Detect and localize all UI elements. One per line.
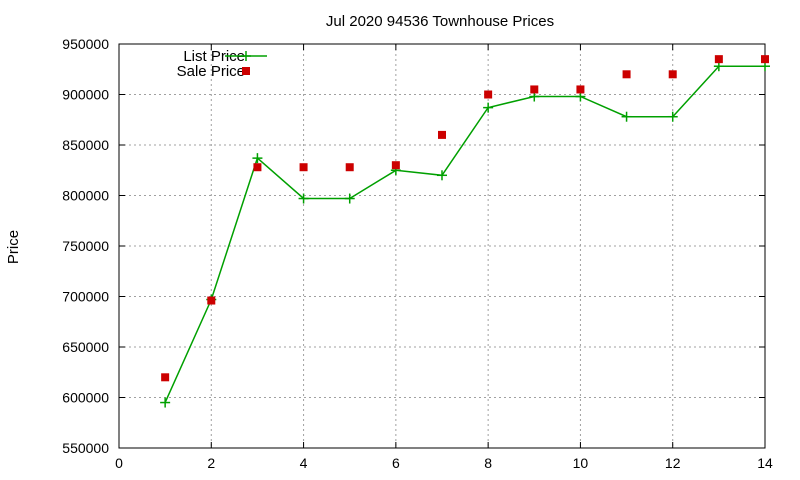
legend-label: Sale Price [177, 63, 245, 80]
legend-label: List Price [183, 48, 245, 65]
data-point [298, 193, 309, 204]
x-tick-label: 8 [484, 455, 492, 471]
data-point [668, 70, 677, 79]
y-tick-label: 650000 [62, 339, 109, 355]
y-tick-label: 850000 [62, 137, 109, 153]
data-point [530, 85, 539, 94]
data-point [667, 111, 678, 122]
series-1 [161, 55, 769, 382]
series-line [164, 65, 765, 403]
data-point [714, 55, 723, 64]
x-tick-label: 4 [300, 455, 308, 471]
axes: 0 2 4 6 8 10 12 14 550000 600000 650000 700000 75000… [62, 36, 773, 471]
y-tick-label: 800000 [62, 188, 109, 204]
legend-item: List Price [183, 48, 267, 65]
grid [119, 44, 765, 448]
x-tick-label: 14 [757, 455, 773, 471]
data-point [484, 90, 493, 99]
legend-swatch-marker [242, 67, 250, 75]
data-point [483, 102, 494, 113]
y-tick-label: 750000 [62, 238, 109, 254]
legend-item: Sale Price [177, 63, 250, 80]
data-point [438, 130, 446, 139]
data-point [621, 111, 632, 122]
data-point [207, 296, 216, 305]
data-point [622, 70, 631, 79]
y-tick-label: 900000 [62, 87, 109, 103]
x-tick-label: 10 [573, 455, 589, 471]
legend-swatch-marker [241, 51, 251, 61]
data-point [161, 373, 170, 382]
y-axis-label: Price [5, 230, 22, 264]
data-point [252, 153, 263, 164]
data-point [253, 163, 262, 172]
data-point [391, 161, 400, 170]
y-tick-label: 600000 [62, 390, 109, 406]
series-0 [160, 61, 770, 408]
data-point [576, 85, 585, 94]
x-tick-label: 12 [665, 455, 681, 471]
data-point [344, 193, 355, 204]
data-point [761, 55, 769, 64]
data-point [160, 397, 171, 408]
series [160, 55, 770, 408]
data-point [299, 163, 308, 172]
data-point [437, 170, 447, 181]
chart-title: Jul 2020 94536 Townhouse Prices [326, 13, 554, 30]
x-tick-label: 6 [392, 455, 400, 471]
y-tick-label: 950000 [62, 36, 109, 52]
x-tick-label: 0 [115, 455, 123, 471]
x-tick-label: 2 [207, 455, 215, 471]
data-point [345, 163, 354, 172]
y-tick-label: 550000 [62, 440, 109, 456]
y-tick-label: 700000 [62, 289, 109, 305]
